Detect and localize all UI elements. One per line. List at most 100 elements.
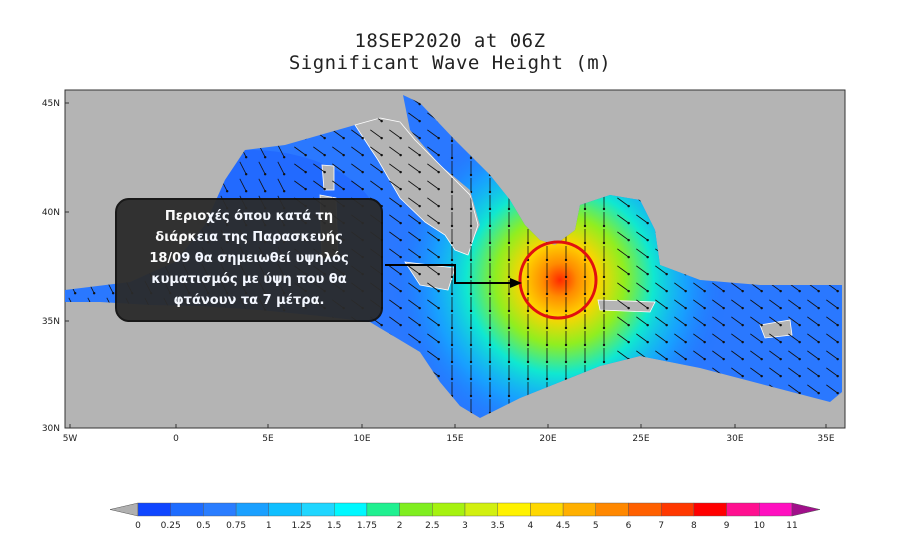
wave-direction-arrow xyxy=(617,282,630,293)
wave-direction-arrow xyxy=(674,299,687,310)
wave-direction-arrow xyxy=(750,316,763,327)
colorbar-cell xyxy=(301,502,335,517)
wave-direction-arrow xyxy=(277,161,286,176)
wave-direction-arrow xyxy=(488,178,492,194)
wave-direction-arrow xyxy=(617,333,630,344)
wave-direction-arrow xyxy=(807,367,820,378)
colorbar-label: 7 xyxy=(658,521,664,531)
wave-direction-arrow xyxy=(450,314,454,330)
wave-direction-arrow xyxy=(507,314,511,330)
wave-direction-arrow xyxy=(450,229,454,245)
wave-direction-arrow xyxy=(655,282,668,293)
wave-direction-arrow xyxy=(351,180,364,191)
lon-tick-label: 10E xyxy=(353,434,370,444)
wave-direction-arrow xyxy=(408,146,421,157)
wave-direction-arrow xyxy=(507,263,511,279)
wave-direction-arrow xyxy=(389,248,402,259)
wave-direction-arrow xyxy=(602,212,606,228)
wave-direction-arrow xyxy=(636,299,649,310)
wave-direction-arrow xyxy=(239,161,248,176)
colorbar-cell xyxy=(464,502,498,517)
wave-direction-arrow xyxy=(469,263,473,279)
wave-direction-arrow xyxy=(655,316,668,327)
wave-direction-arrow xyxy=(583,314,587,330)
wave-direction-arrow xyxy=(617,197,630,208)
wave-direction-arrow xyxy=(636,282,649,293)
wave-direction-arrow xyxy=(277,178,286,193)
wave-direction-arrow xyxy=(693,350,706,361)
wave-direction-arrow xyxy=(788,316,801,327)
wave-direction-arrow xyxy=(450,365,454,381)
colorbar-label: 8 xyxy=(691,521,697,531)
wave-direction-arrow xyxy=(408,231,421,242)
colorbar-label: 6 xyxy=(626,521,632,531)
wave-direction-arrow xyxy=(507,212,511,228)
wave-direction-arrow xyxy=(488,365,492,381)
wave-direction-arrow xyxy=(488,246,492,262)
wave-direction-arrow xyxy=(389,180,402,191)
wave-direction-arrow xyxy=(564,331,568,347)
colorbar-label: 0 xyxy=(135,521,141,531)
wave-direction-arrow xyxy=(351,163,364,174)
wave-direction-arrow xyxy=(450,246,454,262)
wave-direction-arrow xyxy=(389,146,402,157)
colorbar-label: 2.5 xyxy=(425,521,439,531)
wave-direction-arrow xyxy=(731,299,744,310)
wave-direction-arrow xyxy=(712,282,725,293)
wave-direction-arrow xyxy=(427,316,440,327)
wave-direction-arrow xyxy=(564,263,568,279)
wave-direction-arrow xyxy=(636,214,649,225)
wave-direction-arrow xyxy=(826,299,839,310)
colorbar-label: 0.25 xyxy=(161,521,181,531)
wave-direction-arrow xyxy=(427,248,440,259)
colorbar-label: 0.75 xyxy=(226,521,246,531)
wave-direction-arrow xyxy=(617,265,630,276)
wave-direction-arrow xyxy=(750,367,763,378)
wave-direction-arrow xyxy=(294,163,307,174)
lon-tick-label: 30E xyxy=(726,434,743,444)
wave-direction-arrow xyxy=(370,146,383,157)
wave-direction-arrow xyxy=(750,333,763,344)
wave-direction-arrow xyxy=(450,195,454,211)
wave-direction-arrow xyxy=(427,214,440,225)
wave-direction-arrow xyxy=(427,129,440,140)
wave-direction-arrow xyxy=(526,365,530,381)
colorbar-cell xyxy=(137,502,171,517)
wave-direction-arrow xyxy=(427,333,440,344)
wave-direction-arrow xyxy=(526,263,530,279)
colorbar-under-triangle xyxy=(109,502,139,517)
wave-direction-arrow xyxy=(674,316,687,327)
wave-direction-arrow xyxy=(332,163,345,174)
wave-direction-arrow xyxy=(617,214,630,225)
colorbar-label: 10 xyxy=(754,521,766,531)
wave-direction-arrow xyxy=(408,112,421,123)
colorbar-label: 1.5 xyxy=(327,521,341,531)
wave-direction-arrow xyxy=(488,314,492,330)
wave-direction-arrow xyxy=(389,265,402,276)
wave-direction-arrow xyxy=(408,299,421,310)
colorbar: 0 0.25 0.5 0.75 1 1.25 1.5 1.75 2 2.5 3 3.5 4 4.5 5 6 7 8… xyxy=(109,502,821,531)
wave-direction-arrow xyxy=(332,180,345,191)
wave-direction-arrow xyxy=(488,331,492,347)
wave-direction-arrow xyxy=(602,280,606,296)
wave-direction-arrow xyxy=(450,280,454,296)
colorbar-label: 11 xyxy=(786,521,797,531)
wave-direction-arrow xyxy=(258,161,267,176)
wave-direction-arrow xyxy=(408,163,421,174)
wave-direction-arrow xyxy=(389,231,402,242)
wave-direction-arrow xyxy=(712,316,725,327)
wave-direction-arrow xyxy=(712,299,725,310)
wave-direction-arrow xyxy=(450,331,454,347)
wave-direction-arrow xyxy=(507,297,511,313)
wave-direction-arrow xyxy=(469,331,473,347)
wave-direction-arrow xyxy=(469,348,473,364)
wave-direction-arrow xyxy=(294,180,307,191)
wave-direction-arrow xyxy=(693,333,706,344)
wave-direction-arrow xyxy=(826,333,839,344)
wave-direction-arrow xyxy=(450,297,454,313)
colorbar-label: 1.25 xyxy=(291,521,311,531)
wave-direction-arrow xyxy=(564,280,568,296)
wave-direction-arrow xyxy=(370,163,383,174)
wave-direction-arrow xyxy=(469,382,473,398)
